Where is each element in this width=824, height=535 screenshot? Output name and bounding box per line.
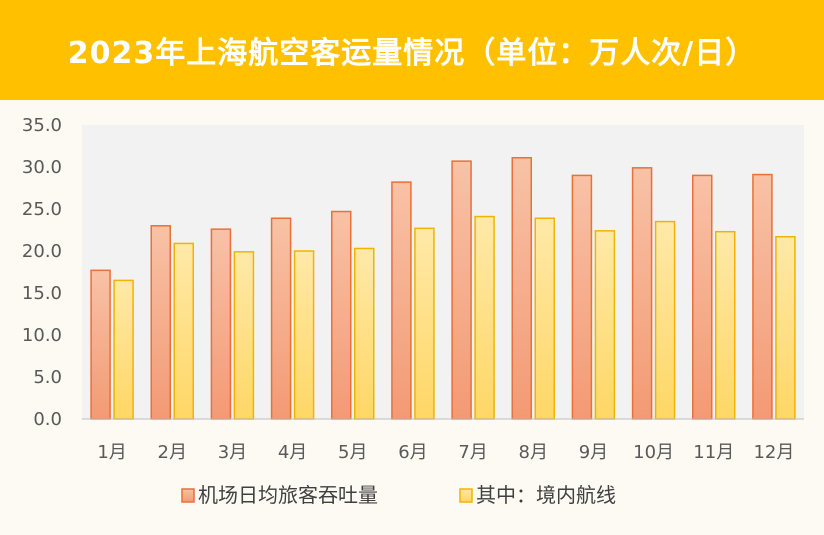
y-tick-label: 0.0 bbox=[33, 409, 62, 430]
chart-title: 2023年上海航空客运量情况（单位：万人次/日） bbox=[67, 36, 757, 71]
bar-domestic-routes bbox=[414, 227, 435, 420]
bar-domestic-routes bbox=[293, 250, 315, 420]
y-tick-label: 10.0 bbox=[22, 325, 62, 346]
legend-label: 机场日均旅客吞吐量 bbox=[198, 483, 378, 507]
y-tick-label: 25.0 bbox=[22, 199, 62, 220]
bar-domestic-routes bbox=[474, 215, 495, 420]
legend-swatch bbox=[459, 488, 473, 503]
y-tick-label: 20.0 bbox=[22, 241, 62, 262]
bar-airport-throughput bbox=[150, 225, 171, 420]
x-tick-label: 7月 bbox=[458, 442, 487, 463]
bars bbox=[90, 157, 796, 420]
y-tick-label: 15.0 bbox=[22, 283, 62, 304]
bar-airport-throughput bbox=[451, 160, 472, 420]
x-tick-label: 11月 bbox=[693, 442, 734, 463]
y-tick-label: 30.0 bbox=[22, 157, 62, 178]
bar-domestic-routes bbox=[534, 217, 555, 420]
x-tick-label: 10月 bbox=[633, 442, 674, 463]
bar-domestic-routes bbox=[775, 235, 796, 420]
bar-airport-throughput bbox=[331, 210, 352, 420]
bar-airport-throughput bbox=[571, 174, 593, 420]
bar-airport-throughput bbox=[210, 228, 232, 420]
x-tick-label: 2月 bbox=[158, 442, 187, 463]
bar-airport-throughput bbox=[631, 167, 653, 420]
legend: 机场日均旅客吞吐量 其中：境内航线 bbox=[181, 483, 616, 507]
bar-airport-throughput bbox=[90, 269, 111, 420]
legend-swatch bbox=[181, 488, 195, 503]
x-tick-label: 8月 bbox=[519, 442, 548, 463]
bar-domestic-routes bbox=[113, 279, 134, 420]
y-tick-label: 5.0 bbox=[33, 367, 62, 388]
bar-airport-throughput bbox=[270, 217, 292, 420]
title-bar: 2023年上海航空客运量情况（单位：万人次/日） bbox=[0, 0, 824, 100]
x-tick-label: 6月 bbox=[398, 442, 427, 463]
x-tick-label: 12月 bbox=[753, 442, 794, 463]
x-tick-label: 5月 bbox=[338, 442, 367, 463]
bar-domestic-routes bbox=[594, 230, 616, 420]
bar-airport-throughput bbox=[752, 173, 773, 420]
y-axis: 0.0 5.0 10.0 15.0 20.0 25.0 30.0 35.0 bbox=[22, 115, 62, 430]
x-tick-label: 3月 bbox=[218, 442, 247, 463]
bar-domestic-routes bbox=[354, 247, 375, 420]
x-tick-label: 9月 bbox=[579, 442, 608, 463]
x-axis: 1月 2月 3月 4月 5月 6月 7月 8月 9月 10月 11月 12月 bbox=[82, 418, 804, 463]
x-tick-label: 1月 bbox=[97, 442, 126, 463]
legend-label: 其中：境内航线 bbox=[476, 483, 616, 507]
bar-airport-throughput bbox=[391, 181, 412, 420]
bar-airport-throughput bbox=[511, 157, 532, 420]
bar-domestic-routes bbox=[654, 220, 676, 420]
bar-airport-throughput bbox=[692, 174, 713, 420]
bar-domestic-routes bbox=[173, 242, 194, 420]
bar-domestic-routes bbox=[233, 251, 255, 420]
bar-domestic-routes bbox=[715, 230, 736, 420]
y-tick-label: 35.0 bbox=[22, 115, 62, 136]
x-tick-label: 4月 bbox=[278, 442, 307, 463]
plot-area bbox=[82, 125, 804, 419]
